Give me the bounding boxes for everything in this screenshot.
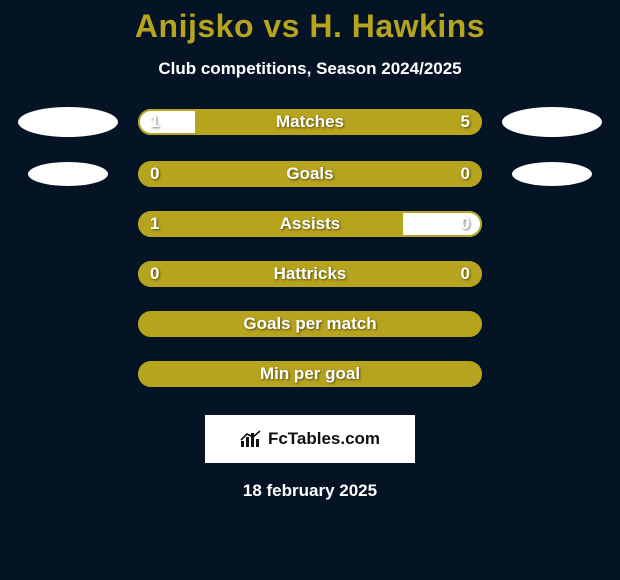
stat-value-left: 1 — [150, 214, 159, 234]
stat-bar: Goals per match — [138, 311, 482, 337]
stat-value-right: 0 — [461, 264, 470, 284]
stat-label: Goals — [286, 164, 333, 184]
stat-row: Goals per match — [0, 311, 620, 337]
stat-value-left: 0 — [150, 164, 159, 184]
date-text: 18 february 2025 — [0, 481, 620, 501]
brand-badge: FcTables.com — [205, 415, 415, 463]
bar-segment-right — [403, 211, 482, 237]
stat-bar: Matches 1 5 — [138, 109, 482, 135]
bar-segment-left — [138, 211, 403, 237]
stat-value-right: 5 — [461, 112, 470, 132]
page-title: Anijsko vs H. Hawkins — [0, 8, 620, 45]
stat-row: Matches 1 5 — [0, 107, 620, 137]
ellipse-slot-left — [18, 162, 118, 186]
stat-row: Assists 1 0 — [0, 211, 620, 237]
stat-bar: Hattricks 0 0 — [138, 261, 482, 287]
bar-segment-right — [310, 161, 482, 187]
player-ellipse-left — [28, 162, 108, 186]
player-ellipse-left — [18, 107, 118, 137]
stat-label: Matches — [276, 112, 344, 132]
stat-row: Min per goal — [0, 361, 620, 387]
stat-value-left: 1 — [150, 112, 159, 132]
title-right: H. Hawkins — [309, 8, 485, 44]
stat-label: Goals per match — [243, 314, 376, 334]
stat-value-right: 0 — [461, 164, 470, 184]
player-ellipse-right — [512, 162, 592, 186]
stats-list: Matches15Goals00Assists10Hattricks00Goal… — [0, 107, 620, 387]
ellipse-slot-right — [502, 162, 602, 186]
bar-segment-left — [138, 161, 310, 187]
stat-bar: Goals 0 0 — [138, 161, 482, 187]
subtitle: Club competitions, Season 2024/2025 — [0, 59, 620, 79]
stat-bar: Assists 1 0 — [138, 211, 482, 237]
ellipse-slot-right — [502, 107, 602, 137]
stat-row: Goals 0 0 — [0, 161, 620, 187]
stat-row: Hattricks 0 0 — [0, 261, 620, 287]
stat-label: Assists — [280, 214, 340, 234]
stat-value-left: 0 — [150, 264, 159, 284]
player-ellipse-right — [502, 107, 602, 137]
ellipse-slot-left — [18, 107, 118, 137]
stat-value-right: 0 — [461, 214, 470, 234]
bar-segment-left — [138, 109, 195, 135]
brand-text: FcTables.com — [268, 429, 380, 449]
title-vs: vs — [263, 8, 300, 44]
stat-label: Hattricks — [274, 264, 347, 284]
title-left: Anijsko — [135, 8, 254, 44]
stat-label: Min per goal — [260, 364, 360, 384]
chart-icon — [240, 430, 262, 448]
stat-bar: Min per goal — [138, 361, 482, 387]
